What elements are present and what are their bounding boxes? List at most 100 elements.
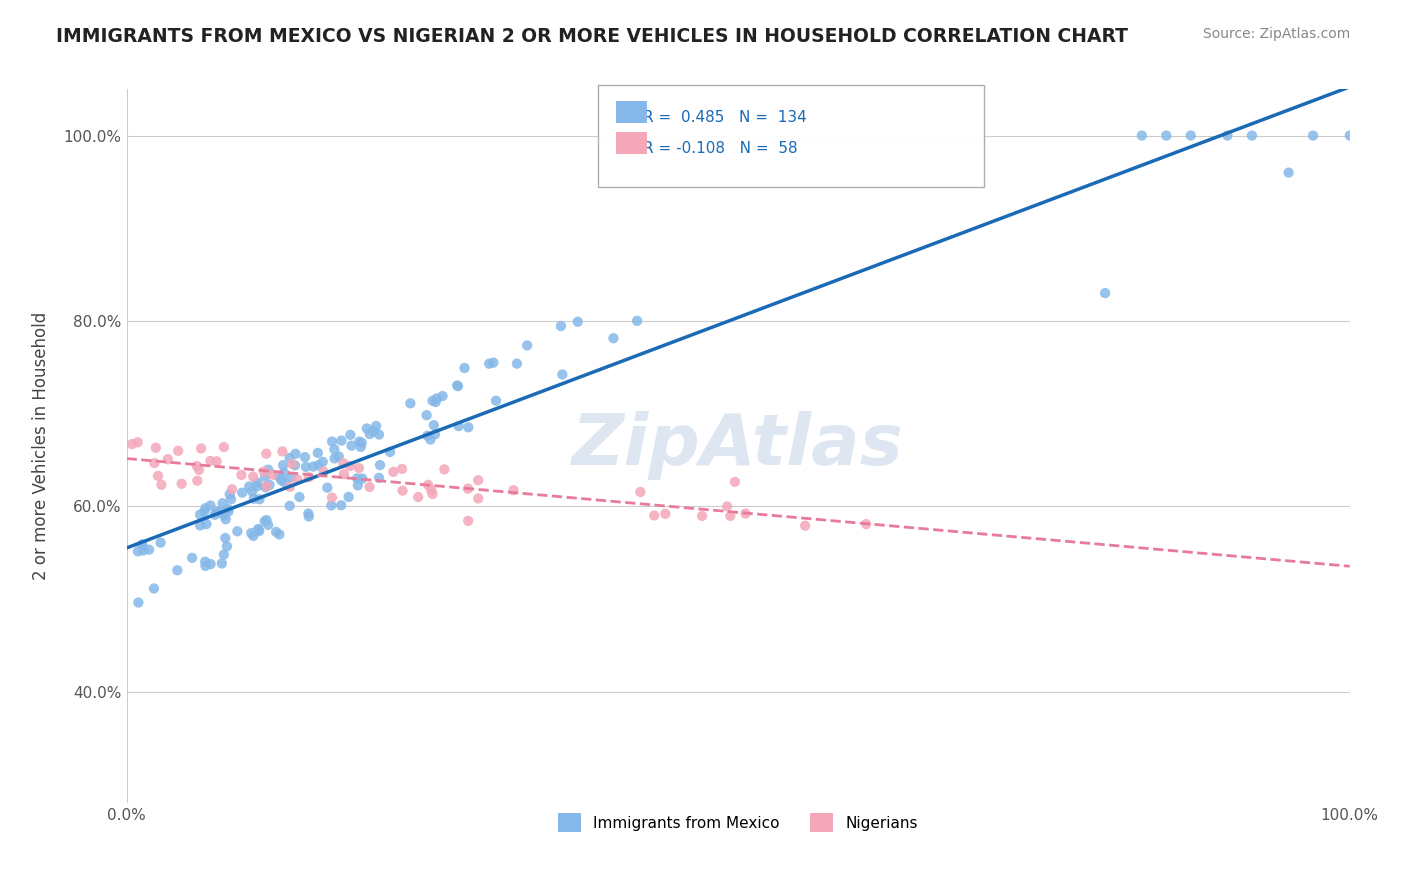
Immigrants from Mexico	[422, 393, 444, 408]
Immigrants from Mexico	[323, 442, 346, 457]
Immigrants from Mexico	[423, 418, 446, 433]
Immigrants from Mexico	[626, 314, 648, 328]
Immigrants from Mexico	[453, 361, 475, 376]
Nigerians	[643, 508, 665, 523]
Immigrants from Mexico	[1277, 166, 1299, 180]
Immigrants from Mexico	[316, 481, 339, 495]
Text: Source: ZipAtlas.com: Source: ZipAtlas.com	[1202, 27, 1350, 41]
Nigerians	[281, 457, 304, 471]
Immigrants from Mexico	[294, 450, 316, 464]
Nigerians	[716, 500, 738, 514]
Nigerians	[212, 440, 235, 454]
Immigrants from Mexico	[226, 524, 249, 539]
Immigrants from Mexico	[516, 338, 538, 352]
Immigrants from Mexico	[280, 470, 302, 484]
Nigerians	[502, 483, 524, 498]
Nigerians	[718, 508, 741, 523]
Immigrants from Mexico	[340, 439, 363, 453]
Immigrants from Mexico	[240, 484, 263, 499]
Immigrants from Mexico	[297, 507, 319, 521]
Nigerians	[145, 441, 167, 455]
Immigrants from Mexico	[567, 315, 589, 329]
Immigrants from Mexico	[1094, 286, 1116, 301]
Immigrants from Mexico	[1339, 128, 1361, 143]
Immigrants from Mexico	[253, 470, 276, 484]
Immigrants from Mexico	[257, 517, 280, 532]
Immigrants from Mexico	[359, 427, 381, 442]
Immigrants from Mexico	[551, 368, 574, 382]
Immigrants from Mexico	[425, 395, 447, 409]
Immigrants from Mexico	[270, 472, 292, 486]
Immigrants from Mexico	[298, 509, 321, 524]
Nigerians	[256, 479, 278, 493]
Immigrants from Mexico	[330, 434, 353, 448]
Immigrants from Mexico	[200, 499, 222, 513]
Immigrants from Mexico	[482, 356, 505, 370]
Immigrants from Mexico	[323, 451, 346, 466]
Immigrants from Mexico	[127, 595, 149, 609]
Immigrants from Mexico	[254, 480, 277, 494]
Nigerians	[467, 491, 489, 506]
Immigrants from Mexico	[363, 424, 385, 438]
Immigrants from Mexico	[419, 433, 441, 447]
Immigrants from Mexico	[132, 543, 155, 558]
Nigerians	[339, 459, 361, 474]
Immigrants from Mexico	[143, 582, 166, 596]
Nigerians	[170, 476, 193, 491]
Nigerians	[690, 508, 713, 523]
Immigrants from Mexico	[432, 389, 454, 403]
Nigerians	[150, 477, 173, 491]
Immigrants from Mexico	[215, 512, 238, 526]
Immigrants from Mexico	[219, 492, 242, 507]
Immigrants from Mexico	[347, 478, 370, 492]
Nigerians	[287, 473, 309, 487]
Immigrants from Mexico	[447, 379, 470, 393]
Nigerians	[724, 475, 747, 489]
Immigrants from Mexico	[166, 563, 188, 577]
Nigerians	[186, 458, 208, 473]
Nigerians	[271, 444, 294, 458]
Immigrants from Mexico	[346, 471, 368, 485]
Nigerians	[422, 487, 444, 501]
Immigrants from Mexico	[217, 504, 239, 518]
Immigrants from Mexico	[321, 434, 343, 449]
Immigrants from Mexico	[138, 542, 160, 557]
Immigrants from Mexico	[1156, 128, 1178, 143]
Immigrants from Mexico	[295, 459, 318, 474]
Nigerians	[794, 518, 817, 533]
Text: IMMIGRANTS FROM MEXICO VS NIGERIAN 2 OR MORE VEHICLES IN HOUSEHOLD CORRELATION C: IMMIGRANTS FROM MEXICO VS NIGERIAN 2 OR …	[56, 27, 1128, 45]
Immigrants from Mexico	[368, 471, 391, 485]
Immigrants from Mexico	[356, 421, 378, 435]
Nigerians	[406, 490, 429, 504]
Immigrants from Mexico	[302, 459, 325, 474]
Nigerians	[359, 480, 381, 494]
Immigrants from Mexico	[240, 526, 263, 541]
Immigrants from Mexico	[1180, 128, 1202, 143]
Immigrants from Mexico	[257, 463, 280, 477]
Immigrants from Mexico	[368, 458, 391, 472]
Nigerians	[186, 474, 208, 488]
Nigerians	[382, 465, 405, 479]
Immigrants from Mexico	[127, 544, 149, 558]
Immigrants from Mexico	[149, 535, 172, 549]
Nigerians	[221, 482, 243, 496]
Immigrants from Mexico	[339, 428, 361, 442]
Nigerians	[457, 482, 479, 496]
Nigerians	[333, 467, 356, 482]
Immigrants from Mexico	[246, 475, 269, 490]
Immigrants from Mexico	[193, 505, 215, 519]
Immigrants from Mexico	[271, 458, 294, 472]
Nigerians	[391, 462, 413, 476]
Immigrants from Mexico	[307, 446, 329, 460]
Immigrants from Mexico	[211, 496, 233, 510]
Immigrants from Mexico	[423, 427, 446, 442]
Immigrants from Mexico	[181, 550, 204, 565]
Immigrants from Mexico	[188, 518, 211, 533]
Nigerians	[734, 507, 756, 521]
Nigerians	[200, 454, 222, 468]
Immigrants from Mexico	[350, 440, 373, 454]
Immigrants from Mexico	[243, 491, 266, 506]
Immigrants from Mexico	[188, 508, 211, 522]
Immigrants from Mexico	[485, 393, 508, 408]
Immigrants from Mexico	[1130, 128, 1153, 143]
